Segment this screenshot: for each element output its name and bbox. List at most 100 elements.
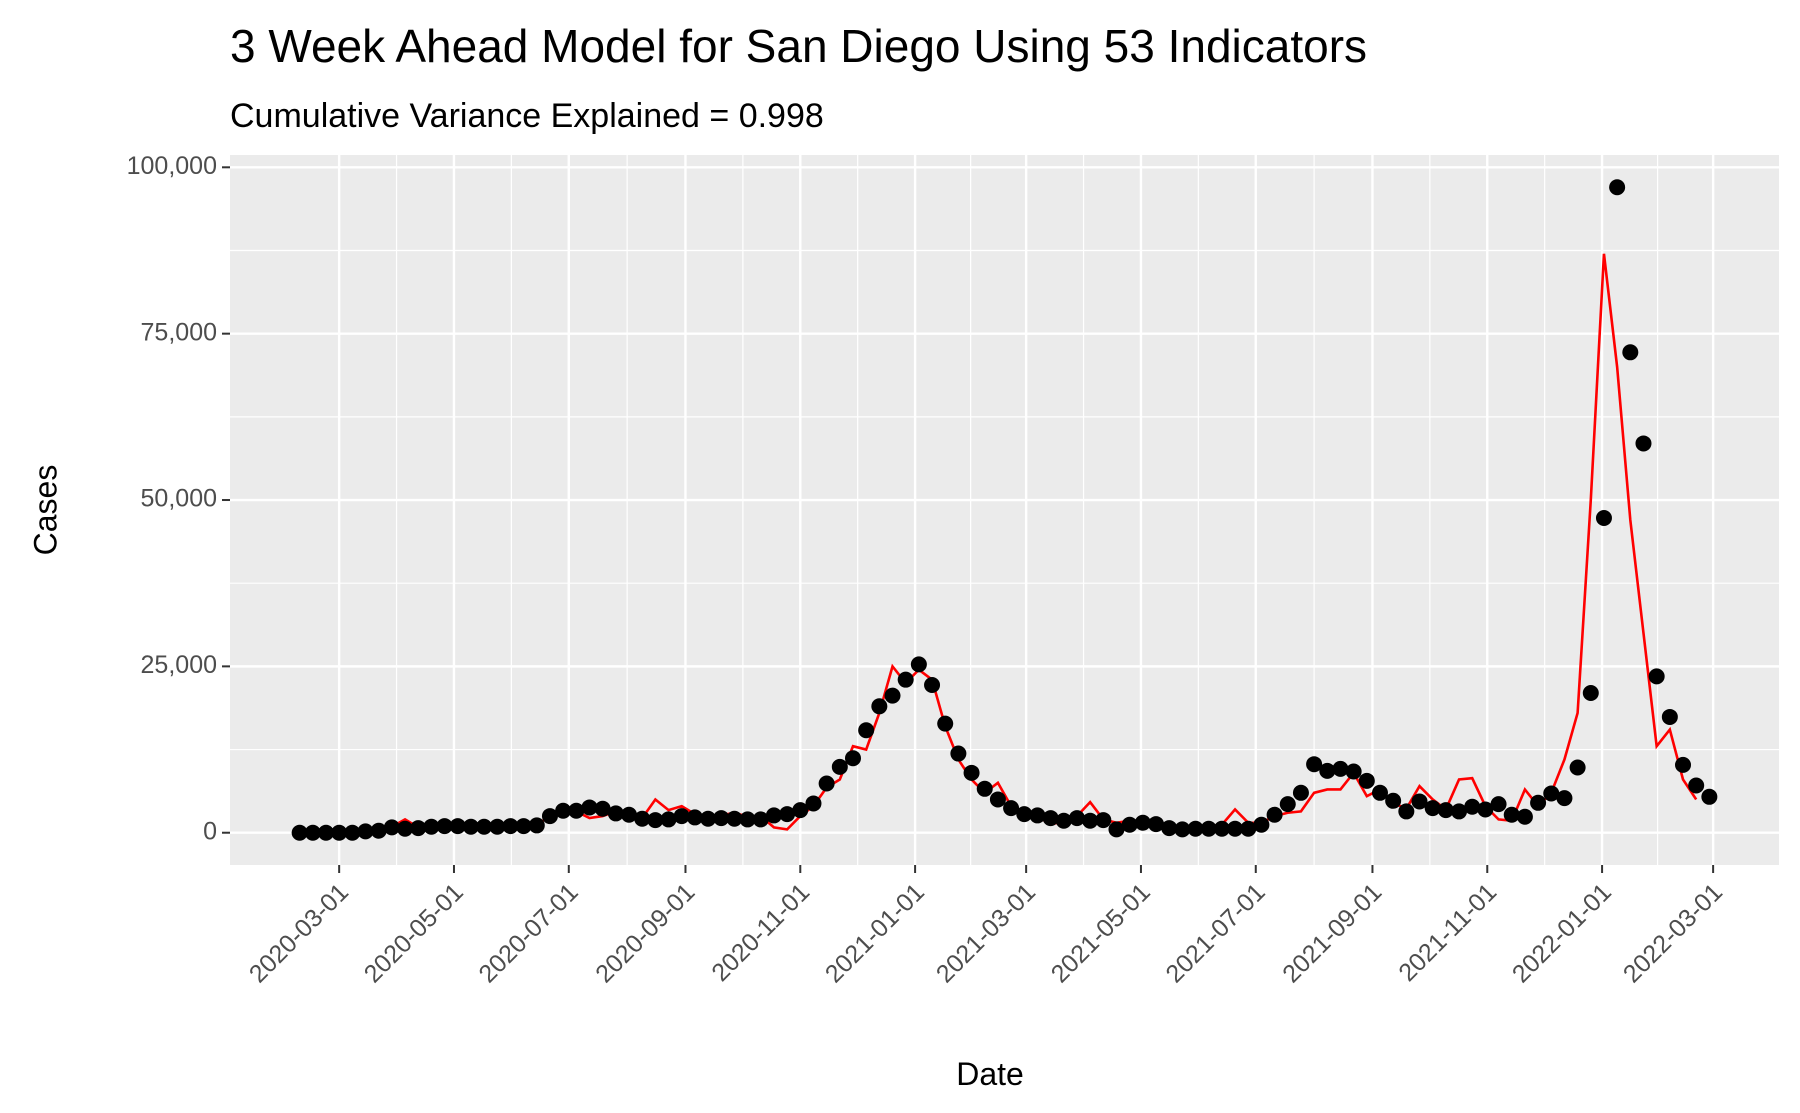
x-tick-label: 2021-05-01 bbox=[1046, 878, 1156, 988]
x-tick-label: 2021-07-01 bbox=[1160, 878, 1270, 988]
data-point bbox=[818, 775, 835, 792]
data-point bbox=[844, 750, 861, 767]
data-point bbox=[357, 823, 374, 840]
data-point bbox=[1306, 756, 1323, 773]
data-point bbox=[449, 818, 466, 835]
data-point bbox=[1675, 756, 1692, 773]
data-point bbox=[1266, 806, 1283, 823]
y-tick-label: 50,000 bbox=[141, 485, 217, 513]
data-point bbox=[1174, 821, 1191, 838]
data-point bbox=[383, 819, 400, 836]
data-point bbox=[1213, 820, 1230, 837]
x-tick-label: 2021-01-01 bbox=[820, 878, 930, 988]
data-point bbox=[1121, 816, 1138, 833]
data-point bbox=[291, 824, 308, 841]
y-tick-label: 100,000 bbox=[127, 152, 217, 180]
data-point bbox=[1332, 760, 1349, 777]
data-point bbox=[1661, 708, 1678, 725]
data-point bbox=[1622, 344, 1639, 361]
data-point bbox=[1398, 803, 1415, 820]
data-point bbox=[1411, 793, 1428, 810]
data-point bbox=[317, 824, 334, 841]
data-point bbox=[1385, 792, 1402, 809]
x-axis-title: Date bbox=[956, 1056, 1024, 1092]
data-point bbox=[1648, 668, 1665, 685]
data-point bbox=[1319, 762, 1336, 779]
data-point bbox=[1437, 802, 1454, 819]
data-point bbox=[1569, 759, 1586, 776]
data-point bbox=[1148, 816, 1165, 833]
data-point bbox=[1042, 810, 1059, 827]
data-point bbox=[528, 817, 545, 834]
data-point bbox=[1358, 772, 1375, 789]
data-point bbox=[1108, 821, 1125, 838]
data-point bbox=[634, 810, 651, 827]
x-tick-label: 2021-11-01 bbox=[1393, 878, 1502, 987]
data-point bbox=[515, 818, 532, 835]
y-axis-title: Cases bbox=[27, 465, 63, 556]
data-point bbox=[1240, 820, 1257, 837]
data-point bbox=[910, 656, 927, 673]
data-point bbox=[1530, 794, 1547, 811]
data-point bbox=[858, 722, 875, 739]
data-point bbox=[884, 687, 901, 704]
data-point bbox=[1279, 796, 1296, 813]
data-point bbox=[924, 677, 941, 694]
data-point bbox=[370, 822, 387, 839]
data-point bbox=[1503, 806, 1520, 823]
data-point bbox=[344, 824, 361, 841]
data-point bbox=[1556, 790, 1573, 807]
x-tick-label: 2022-01-01 bbox=[1507, 878, 1617, 988]
data-point bbox=[555, 802, 572, 819]
data-point bbox=[831, 758, 848, 775]
data-point bbox=[1609, 179, 1626, 196]
x-tick-label: 2020-07-01 bbox=[473, 878, 583, 988]
data-point bbox=[1016, 806, 1033, 823]
data-point bbox=[1477, 801, 1494, 818]
data-point bbox=[1464, 798, 1481, 815]
data-point bbox=[397, 820, 414, 837]
data-point bbox=[502, 818, 519, 835]
data-point bbox=[541, 808, 558, 825]
y-tick-label: 25,000 bbox=[141, 651, 217, 679]
data-point bbox=[1490, 796, 1507, 813]
data-point bbox=[1371, 784, 1388, 801]
data-point bbox=[726, 810, 743, 827]
data-point bbox=[739, 811, 756, 828]
data-point bbox=[436, 818, 453, 835]
data-point bbox=[950, 745, 967, 762]
data-point bbox=[462, 818, 479, 835]
data-point bbox=[1134, 814, 1151, 831]
x-tick-label: 2020-11-01 bbox=[706, 878, 815, 987]
data-point bbox=[713, 810, 730, 827]
data-point bbox=[1516, 808, 1533, 825]
data-point bbox=[621, 806, 638, 823]
x-tick-label: 2021-03-01 bbox=[931, 878, 1041, 988]
data-point bbox=[1003, 800, 1020, 817]
data-point bbox=[304, 824, 321, 841]
data-point bbox=[1068, 810, 1085, 827]
data-point bbox=[700, 810, 717, 827]
data-point bbox=[423, 818, 440, 835]
data-point bbox=[489, 818, 506, 835]
x-tick-label: 2022-03-01 bbox=[1618, 878, 1728, 988]
data-point bbox=[1595, 509, 1612, 526]
data-point bbox=[779, 806, 796, 823]
data-point bbox=[568, 802, 585, 819]
data-point bbox=[1345, 763, 1362, 780]
data-point bbox=[963, 764, 980, 781]
x-tick-label: 2021-09-01 bbox=[1277, 878, 1387, 988]
data-point bbox=[752, 811, 769, 828]
data-point bbox=[989, 791, 1006, 808]
x-tick-label: 2020-05-01 bbox=[359, 878, 469, 988]
data-point bbox=[1029, 807, 1046, 824]
data-point bbox=[1082, 812, 1099, 829]
x-tick-label: 2020-03-01 bbox=[244, 878, 354, 988]
data-point bbox=[607, 805, 624, 822]
data-point bbox=[1701, 788, 1718, 805]
y-tick-label: 0 bbox=[203, 817, 217, 845]
chart-title: 3 Week Ahead Model for San Diego Using 5… bbox=[230, 20, 1367, 72]
data-point bbox=[1424, 800, 1441, 817]
data-point bbox=[871, 698, 888, 715]
